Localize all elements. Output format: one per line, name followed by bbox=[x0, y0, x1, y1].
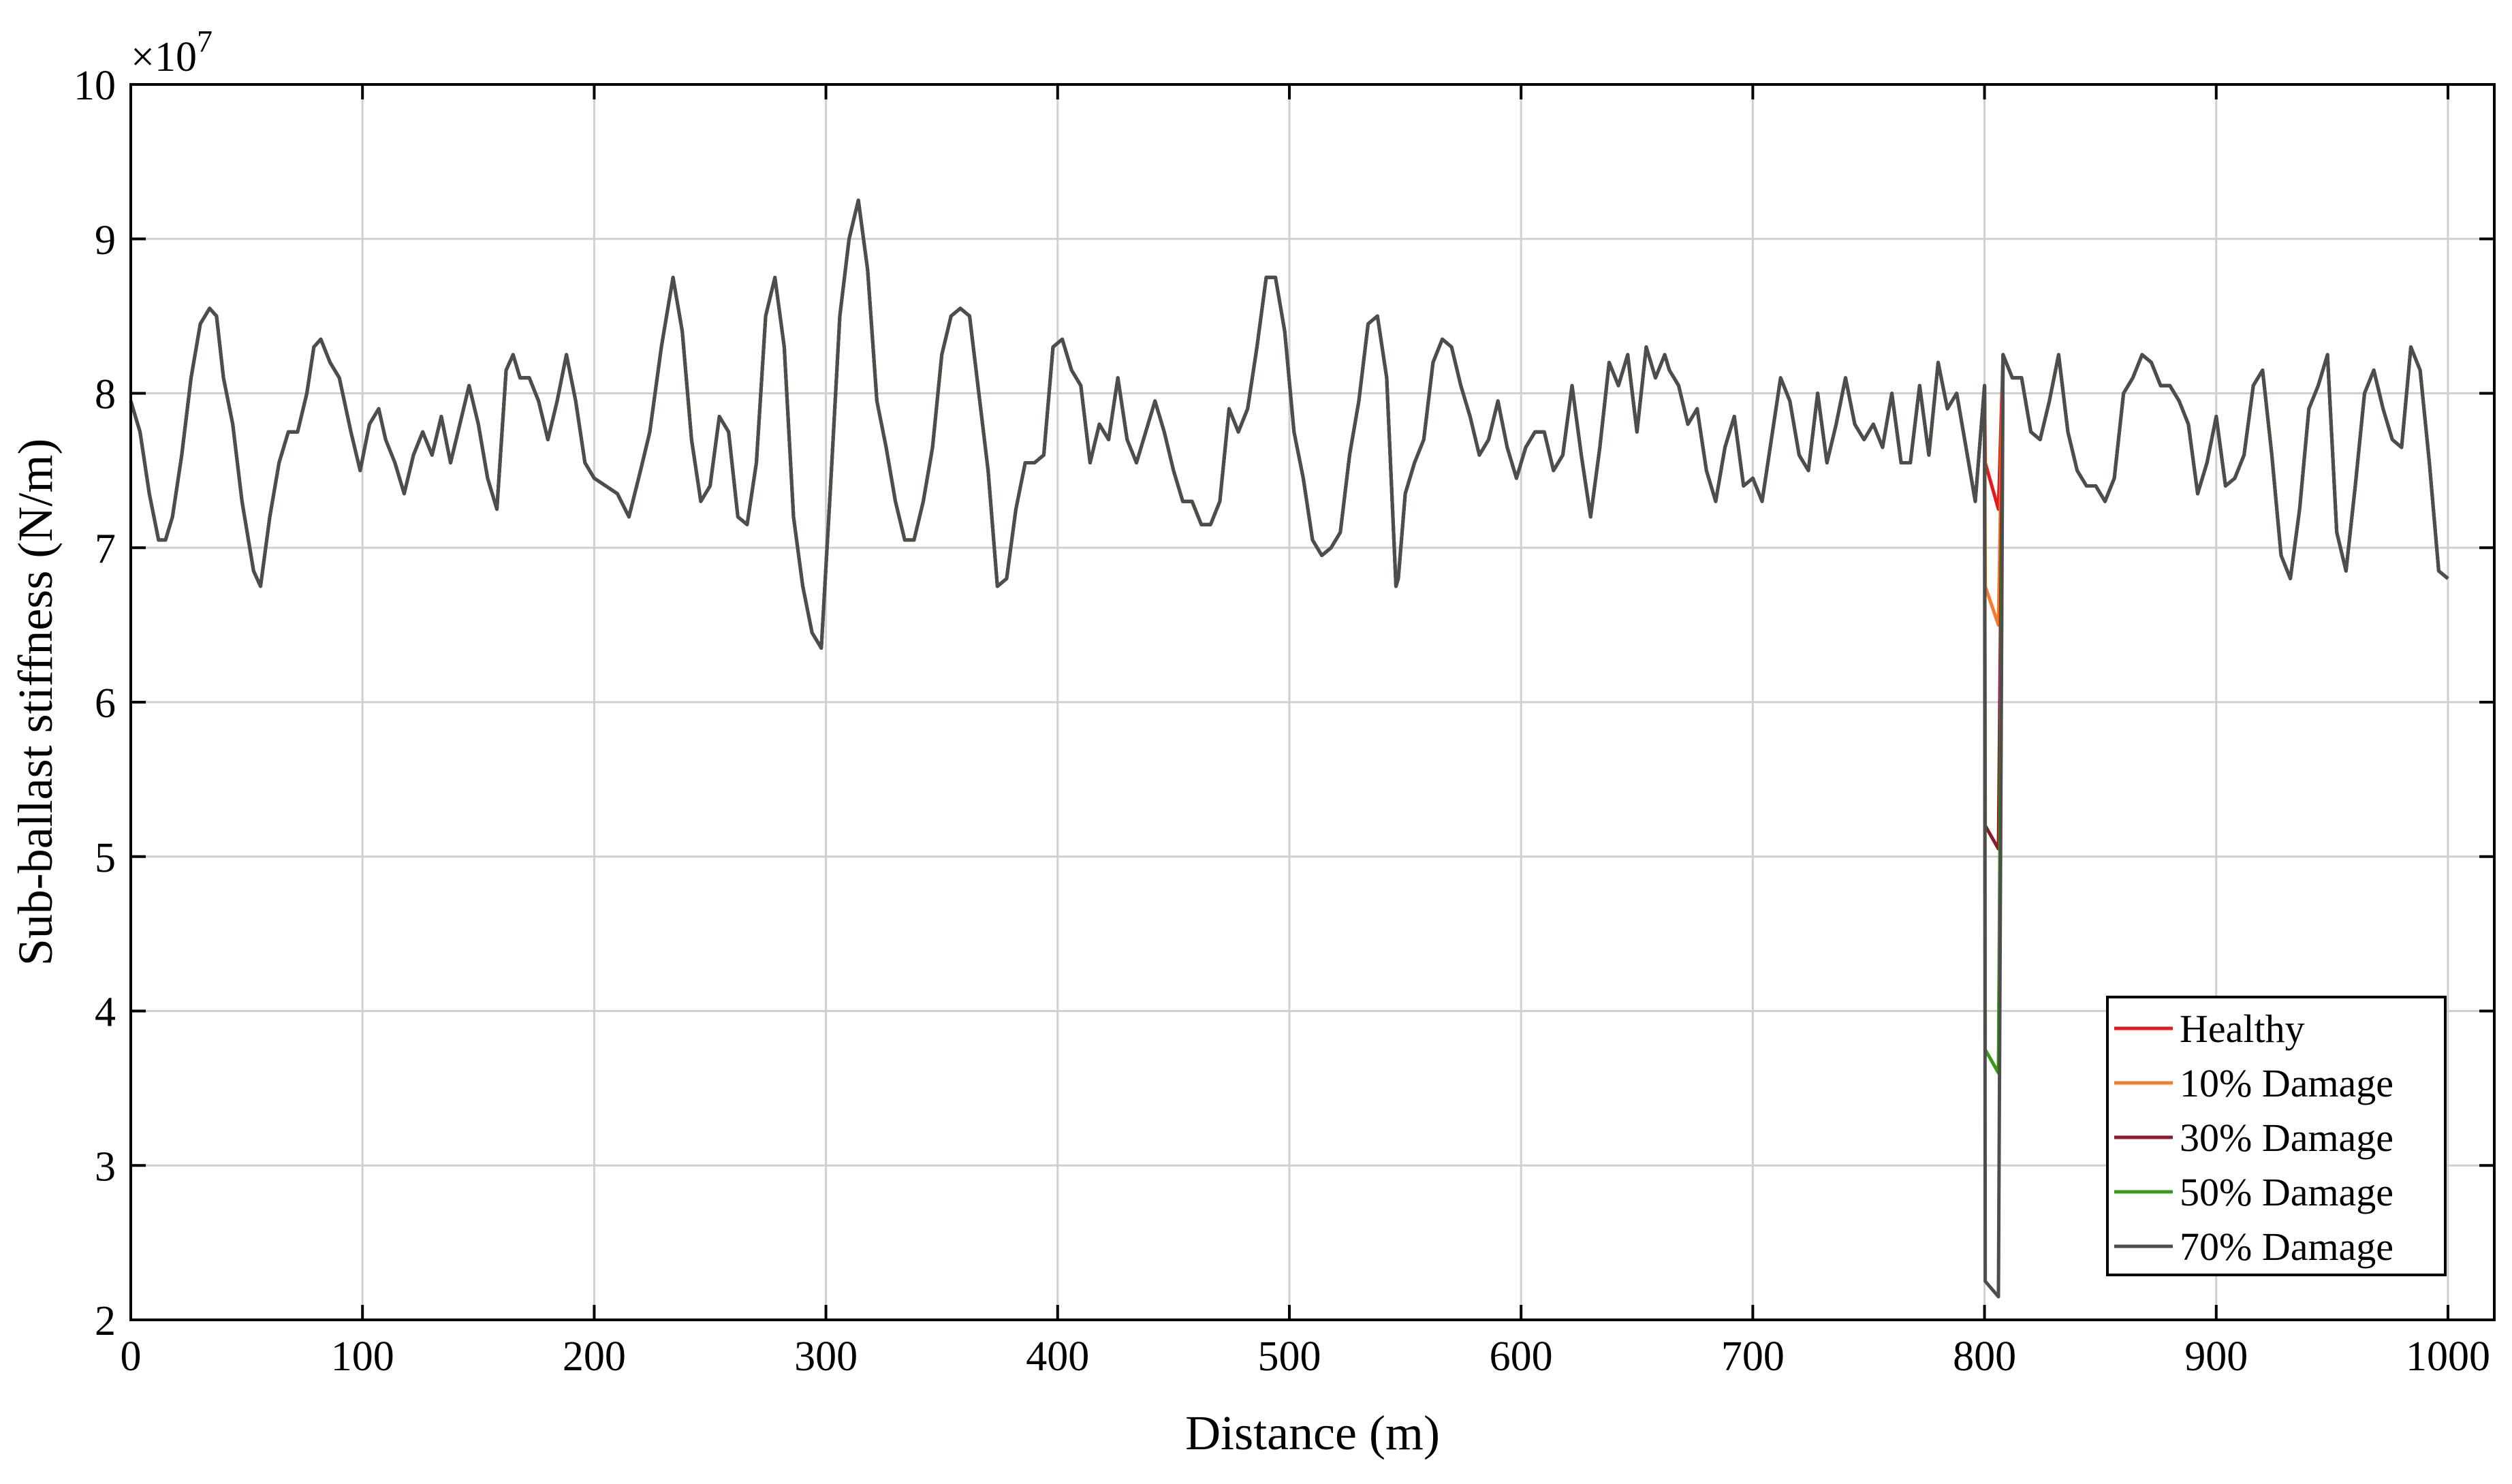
x-tick-label: 700 bbox=[1721, 1333, 1785, 1380]
legend-label: 10% Damage bbox=[2180, 1061, 2393, 1105]
series-line-70-damage bbox=[129, 198, 2449, 1299]
y-tick-label: 4 bbox=[95, 990, 116, 1036]
x-tick-label: 0 bbox=[121, 1333, 142, 1380]
plot-lines bbox=[129, 198, 2449, 1299]
grid bbox=[131, 84, 2494, 1320]
y-tick-label: 8 bbox=[95, 372, 116, 418]
y-tick-label: 10 bbox=[74, 63, 116, 109]
y-axis-label: Sub-ballast stiffness (N/m) bbox=[8, 439, 63, 966]
y-multiplier-label: ×107 bbox=[131, 24, 213, 80]
x-axis-label: Distance (m) bbox=[1185, 1406, 1440, 1460]
x-tick-label: 500 bbox=[1257, 1333, 1321, 1380]
x-tick-label: 900 bbox=[2184, 1333, 2248, 1380]
legend-label: 30% Damage bbox=[2180, 1116, 2393, 1160]
y-tick-label: 9 bbox=[95, 217, 116, 264]
legend: Healthy 10% Damage 30% Damage 50% Damage 70%… bbox=[2106, 996, 2447, 1276]
y-tick-label: 7 bbox=[95, 526, 116, 572]
x-tick-label: 100 bbox=[331, 1333, 394, 1380]
y-tick-label: 2 bbox=[95, 1298, 116, 1344]
legend-label: 50% Damage bbox=[2180, 1170, 2393, 1214]
x-tick-label: 600 bbox=[1490, 1333, 1553, 1380]
y-tick-label: 3 bbox=[95, 1143, 116, 1190]
ticks: 0 100 200 300 400 500 600 700 800 900 1000 2 3 4 5 6 7 8 9… bbox=[74, 63, 2494, 1380]
x-tick-label: 1000 bbox=[2406, 1333, 2490, 1380]
legend-label: Healthy bbox=[2180, 1007, 2305, 1051]
x-tick-label: 300 bbox=[794, 1333, 858, 1380]
y-tick-label: 5 bbox=[95, 835, 116, 881]
y-tick-label: 6 bbox=[95, 680, 116, 727]
x-tick-label: 200 bbox=[563, 1333, 626, 1380]
x-tick-label: 800 bbox=[1953, 1333, 2016, 1380]
legend-label: 70% Damage bbox=[2180, 1225, 2393, 1269]
x-tick-label: 400 bbox=[1026, 1333, 1089, 1380]
